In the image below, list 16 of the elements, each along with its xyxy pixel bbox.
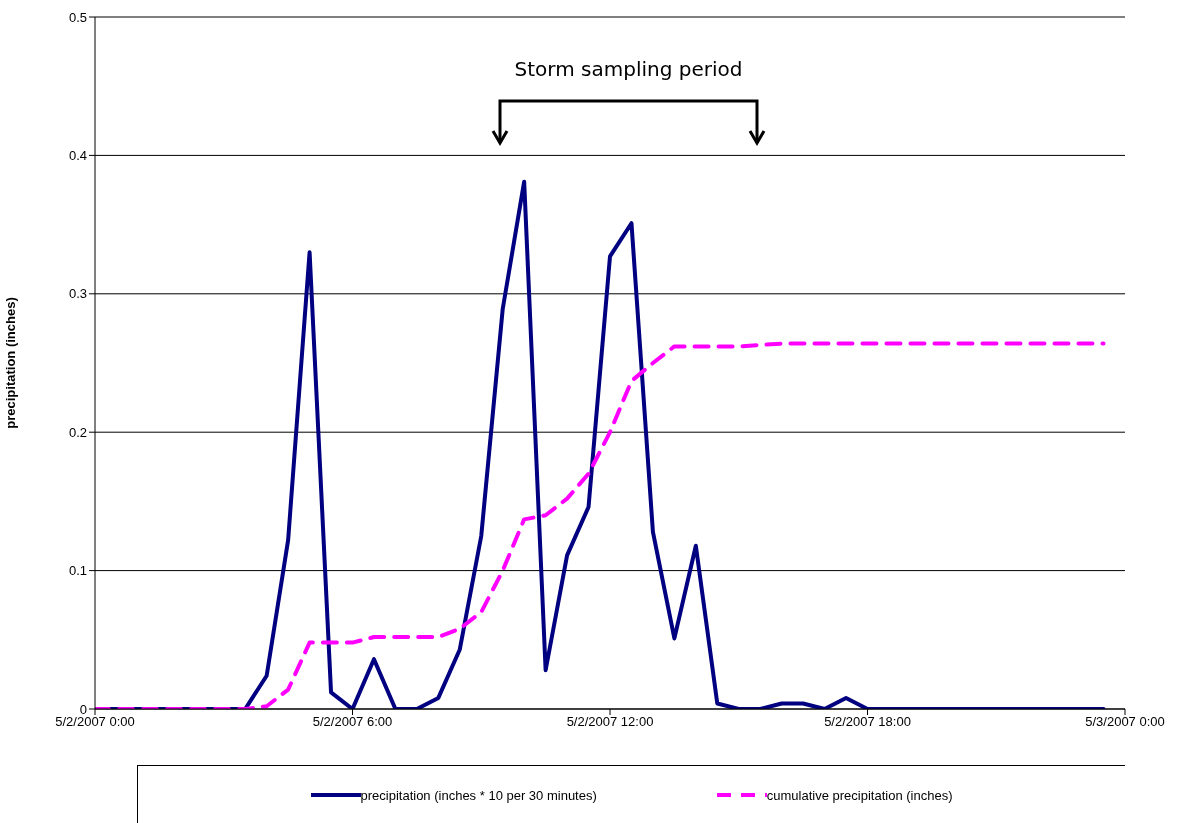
x-tick-label: 5/2/2007 12:00 <box>566 714 654 730</box>
y-tick-label: 0.3 <box>68 286 87 302</box>
legend-label: precipitation (inches * 10 per 30 minutes) <box>360 787 597 803</box>
y-axis-title: precipitation (inches) <box>2 297 18 429</box>
y-tick-label: 0.2 <box>68 424 87 440</box>
y-tick-label: 0.4 <box>68 148 87 164</box>
x-tick-label: 5/2/2007 18:00 <box>824 714 911 730</box>
annotation: Storm sampling period <box>514 57 743 81</box>
x-tick-label: 5/2/2007 6:00 <box>312 714 393 730</box>
line-series <box>95 341 1106 709</box>
y-tick-label: 0 <box>79 701 87 717</box>
y-tick-label: 0.5 <box>68 9 87 25</box>
x-tick-label: 5/2/2007 0:00 <box>55 714 135 730</box>
y-tick-label: 0.1 <box>68 563 87 579</box>
x-tick-label: 5/3/2007 0:00 <box>1085 714 1165 730</box>
legend-label: cumulative precipitation (inches) <box>766 787 953 803</box>
